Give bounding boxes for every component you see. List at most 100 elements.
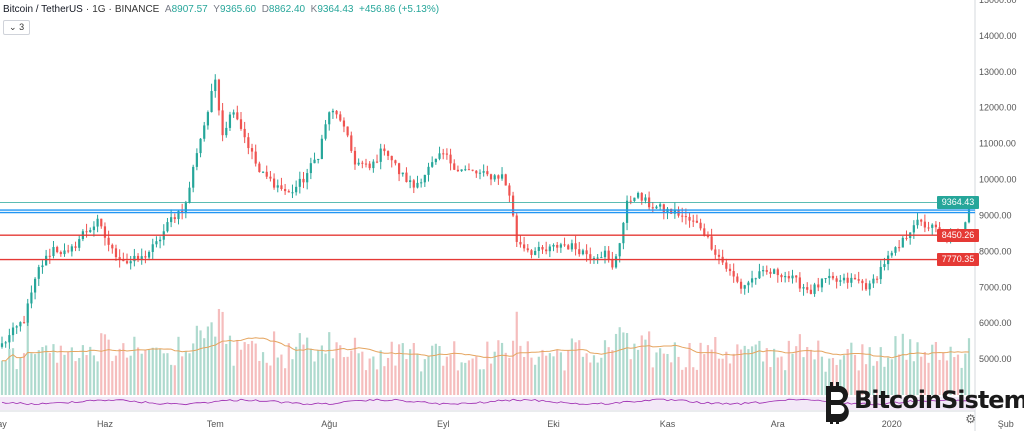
x-tick-label: Kas <box>660 419 676 429</box>
candle-body <box>938 227 941 230</box>
volume-bar <box>107 339 110 395</box>
volume-bar <box>291 359 294 395</box>
candle-body <box>339 114 342 121</box>
indicator-toggle-button[interactable]: ⌄ 3 <box>3 20 31 35</box>
volume-bar <box>956 354 960 395</box>
volume-bar <box>809 349 812 395</box>
volume-bar <box>239 349 243 395</box>
volume-bar <box>412 342 415 395</box>
volume-bar <box>100 333 103 395</box>
candle-body <box>662 204 665 213</box>
volume-bar <box>140 353 143 395</box>
volume-bar <box>791 353 794 395</box>
candle-body <box>276 185 279 188</box>
candle-body <box>828 275 831 279</box>
candle-body <box>552 244 555 247</box>
volume-bar <box>725 351 728 395</box>
interval-label[interactable]: 1G <box>92 4 106 15</box>
candle-body <box>269 176 272 179</box>
symbol-title[interactable]: Bitcoin / TetherUS <box>3 4 83 15</box>
volume-bar <box>232 365 235 395</box>
candle-body <box>736 276 739 282</box>
volume-bar <box>467 360 471 395</box>
y-tick-label: 7000.00 <box>979 282 1012 292</box>
candle-body <box>236 112 239 120</box>
candle-body <box>556 244 559 248</box>
volume-bar <box>629 359 632 395</box>
candle-body <box>225 127 228 136</box>
volume-bar <box>607 347 610 395</box>
volume-bar <box>151 347 154 395</box>
volume-bar <box>272 331 276 395</box>
volume-bar <box>394 365 397 395</box>
y-tick-label: 5000.00 <box>979 354 1012 364</box>
volume-bar <box>530 357 533 395</box>
volume-bar <box>887 357 890 395</box>
candle-body <box>717 254 721 257</box>
volume-bar <box>662 353 665 395</box>
candle-body <box>449 154 452 164</box>
volume-bar <box>828 358 831 395</box>
volume-bar <box>813 359 816 395</box>
plot-area[interactable] <box>0 0 975 395</box>
candle-body <box>26 303 29 323</box>
candle-body <box>342 120 346 127</box>
candle-body <box>383 148 386 152</box>
y-tick-label: 10000.00 <box>979 175 1017 185</box>
candle-body <box>118 257 121 260</box>
candle-body <box>787 276 790 279</box>
x-tick-label: ay <box>0 419 7 429</box>
y-tick-label: 11000.00 <box>979 139 1016 149</box>
candle-body <box>762 270 765 272</box>
volume-bar <box>170 364 173 395</box>
candle-body <box>901 237 904 248</box>
volume-bar <box>890 359 893 395</box>
volume-bar <box>489 363 493 395</box>
candle-body <box>453 163 456 170</box>
x-tick-label: Eyl <box>437 419 450 429</box>
candle-body <box>471 169 474 171</box>
volume-bar <box>295 346 298 395</box>
candle-body <box>486 171 489 175</box>
volume-bar <box>695 369 699 395</box>
candle-body <box>210 91 213 113</box>
candle-body <box>291 192 294 194</box>
volume-bar <box>636 349 640 395</box>
gear-icon[interactable]: ⚙ <box>965 412 976 426</box>
candle-body <box>879 266 882 280</box>
volume-bar <box>379 350 382 395</box>
candle-body <box>239 119 243 129</box>
candle-body <box>15 326 18 328</box>
volume-bar <box>184 351 187 395</box>
volume-bar <box>717 358 721 395</box>
candle-body <box>125 261 129 264</box>
volume-bar <box>659 348 662 395</box>
candle-body <box>324 124 327 139</box>
volume-bar <box>714 337 717 395</box>
candle-body <box>67 250 70 252</box>
volume-bar <box>434 343 437 395</box>
candle-body <box>780 275 783 278</box>
candle-body <box>927 227 930 229</box>
volume-bar <box>901 333 904 395</box>
candle-body <box>673 209 676 214</box>
candle-body <box>589 254 592 259</box>
volume-bar <box>563 370 566 395</box>
candle-body <box>684 216 687 218</box>
volume-bar <box>386 357 390 395</box>
candle-body <box>232 112 235 115</box>
candle-body <box>364 163 368 165</box>
candle-body <box>703 228 706 236</box>
candle-body <box>390 155 393 161</box>
candle-body <box>445 153 448 155</box>
candle-body <box>254 151 257 164</box>
volume-bar <box>651 367 654 395</box>
volume-bar <box>857 370 860 395</box>
candle-body <box>607 250 610 260</box>
candle-body <box>482 171 485 173</box>
volume-bar <box>159 349 162 395</box>
low-key: D <box>261 4 269 15</box>
candle-body <box>563 244 566 246</box>
bitcoin-logo-icon <box>826 382 849 424</box>
